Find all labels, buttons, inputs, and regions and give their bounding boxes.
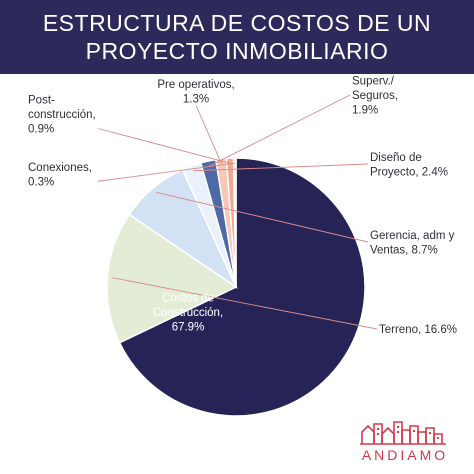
label-post-construccion: Post-construcción, 0.9% xyxy=(28,95,96,136)
slice-conexiones xyxy=(232,157,237,288)
label-conexiones: Conexiones, 0.3% xyxy=(28,162,92,189)
chart-header: ESTRUCTURA DE COSTOS DE UN PROYECTO INMO… xyxy=(0,0,474,74)
leader-terreno xyxy=(112,277,378,330)
andiamo-logo xyxy=(360,421,446,445)
leader-pre-operativos xyxy=(195,105,223,165)
chart-title-line-2: PROYECTO INMOBILIARIO xyxy=(85,38,389,64)
slice-labels: Costos de Construcción, 67.9% Terreno, 16.6… xyxy=(28,76,457,337)
label-diseno-de-proyecto: Diseño de Proyecto, 2.4% xyxy=(370,152,448,179)
leader-gerencia-adm-y-ventas xyxy=(156,191,369,243)
leader-post-construccion xyxy=(97,128,231,164)
label-superv-seguros: Superv./Seguros, 1.9% xyxy=(352,76,398,117)
slice-costos-de-construccion xyxy=(118,157,366,417)
label-costos-de-construccion: Costos de Construcción, 67.9% xyxy=(153,293,223,334)
leader-conexiones xyxy=(97,162,235,182)
label-pre-operativos: Pre operativos, 1.3% xyxy=(157,79,234,106)
chart-title-line-1: ESTRUCTURA DE COSTOS DE UN xyxy=(42,10,432,36)
leader-superv-seguros xyxy=(209,94,351,167)
slice-terreno xyxy=(106,213,238,344)
label-terreno: Terreno, 16.6% xyxy=(379,324,457,336)
leader-diseno-de-proyecto xyxy=(193,163,369,172)
label-gerencia-adm-y-ventas: Gerencia, adm y Ventas, 8.7% xyxy=(370,230,455,257)
leader-lines xyxy=(97,94,378,330)
brand-name: ANDIAMO xyxy=(361,447,449,463)
pie-slices xyxy=(106,157,366,417)
